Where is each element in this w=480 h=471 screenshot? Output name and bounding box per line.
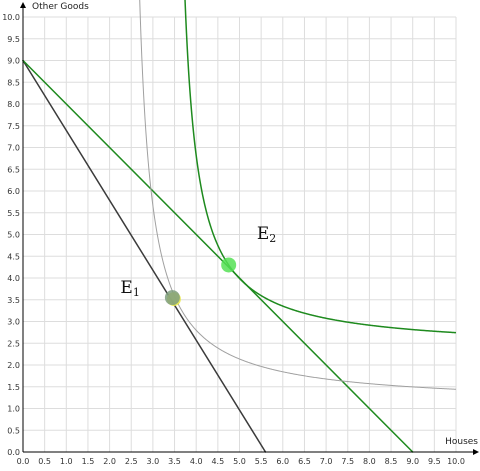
y-tick-label: 2.5 — [7, 339, 20, 348]
x-tick-label: 9.0 — [406, 457, 419, 466]
axes — [20, 2, 479, 455]
y-tick-label: 8.5 — [7, 78, 20, 87]
x-tick-label: 0.0 — [17, 457, 30, 466]
x-tick-label: 1.0 — [60, 457, 73, 466]
y-tick-label: 1.0 — [7, 405, 20, 414]
x-tick-label: 7.5 — [341, 457, 354, 466]
x-tick-label: 7.0 — [320, 457, 333, 466]
y-axis-title: Other Goods — [32, 2, 89, 12]
x-tick-label: 5.5 — [255, 457, 268, 466]
y-tick-label: 1.5 — [7, 383, 20, 392]
x-tick-label: 4.5 — [211, 457, 224, 466]
y-tick-label: 3.0 — [7, 318, 20, 327]
y-tick-label: 0.5 — [7, 426, 20, 435]
equilibrium-point-1 — [164, 290, 180, 306]
equilibrium-label-letter: E — [120, 278, 132, 298]
budget-line-2 — [22, 59, 414, 453]
indifference-curve-1 — [139, 0, 456, 390]
y-tick-label: 8.0 — [7, 100, 20, 109]
equilibrium-label-1: E1 — [120, 278, 139, 299]
y-tick-label: 4.5 — [7, 252, 20, 261]
x-tick-label: 0.5 — [38, 457, 51, 466]
y-tick-label: 5.5 — [7, 209, 20, 218]
x-tick-label: 3.5 — [168, 457, 181, 466]
grid — [23, 16, 457, 452]
y-tick-label: 7.0 — [7, 144, 20, 153]
y-tick-label: 6.0 — [7, 187, 20, 196]
x-tick-label: 2.0 — [103, 457, 116, 466]
x-axis-arrow — [473, 449, 479, 455]
x-tick-label: 6.5 — [298, 457, 311, 466]
y-tick-label: 3.5 — [7, 296, 20, 305]
equilibrium-label-subscript: 1 — [133, 286, 140, 299]
equilibrium-label-subscript: 2 — [269, 232, 276, 245]
x-tick-label: 10.0 — [447, 457, 465, 466]
x-tick-label: 5.0 — [233, 457, 246, 466]
y-tick-label: 9.5 — [7, 35, 20, 44]
equilibrium-label-letter: E — [257, 224, 269, 244]
x-tick-label: 3.0 — [147, 457, 160, 466]
x-tick-label: 9.5 — [428, 457, 441, 466]
tick-labels: 0.0 0.5 1.0 1.5 2.0 2.5 3.0 3.5 4.0 4.5 5.0 5.5 6.0 6… — [2, 13, 465, 466]
indifference-curve-2 — [184, 0, 456, 334]
y-tick-label: 6.5 — [7, 165, 20, 174]
x-tick-label: 1.5 — [82, 457, 95, 466]
x-tick-label: 8.5 — [385, 457, 398, 466]
x-tick-label: 4.0 — [190, 457, 203, 466]
x-tick-label: 6.0 — [276, 457, 289, 466]
equilibrium-label-2: E2 — [257, 224, 276, 245]
x-tick-label: 2.5 — [125, 457, 138, 466]
equilibrium-point-2 — [221, 257, 237, 273]
y-tick-label: 10.0 — [2, 13, 20, 22]
y-tick-label: 7.5 — [7, 122, 20, 131]
y-tick-label: 4.0 — [7, 274, 20, 283]
y-axis-arrow — [20, 2, 26, 8]
y-tick-label: 0.0 — [7, 448, 20, 457]
x-axis-title: Houses — [445, 437, 478, 447]
budget-line-1 — [22, 59, 267, 453]
y-tick-label: 2.0 — [7, 361, 20, 370]
y-tick-label: 9.0 — [7, 57, 20, 66]
y-tick-label: 5.0 — [7, 231, 20, 240]
x-tick-label: 8.0 — [363, 457, 376, 466]
